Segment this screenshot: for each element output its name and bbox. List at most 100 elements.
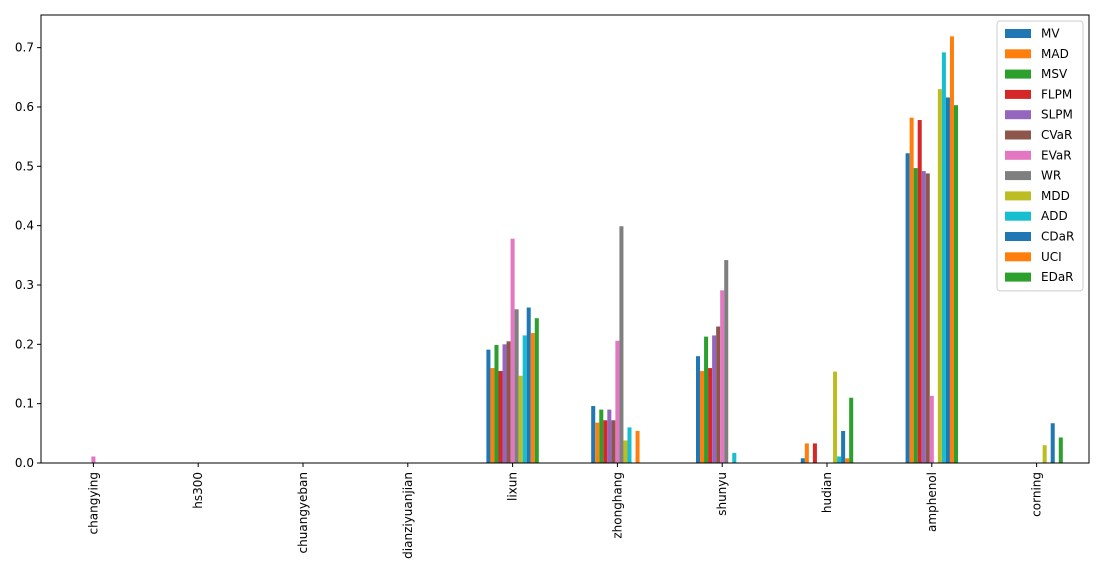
legend-swatch-uci	[1005, 252, 1031, 262]
bar-mv-hudian	[800, 458, 805, 463]
bar-uci-hudian	[845, 458, 850, 463]
bar-edar-amphenol	[953, 105, 958, 464]
bar-add-lixun	[522, 335, 527, 463]
x-tick-label: hudian	[820, 472, 834, 513]
legend-swatch-slpm	[1005, 110, 1031, 120]
x-axis: changying hs300 chuangyeban dianziyuanjian l…	[86, 463, 1044, 559]
legend-swatch-cvar	[1005, 130, 1031, 140]
bar-mad-hudian	[804, 443, 809, 463]
legend-swatch-add	[1005, 211, 1031, 221]
legend-label-add: ADD	[1041, 209, 1068, 223]
y-tick-label: 0.0	[15, 456, 34, 470]
bar-cdar-corning	[1050, 423, 1055, 463]
bar-cdar-amphenol	[945, 97, 950, 464]
legend-label-msv: MSV	[1041, 67, 1068, 81]
x-tick-label: dianziyuanjian	[401, 472, 415, 559]
bar-edar-lixun	[534, 318, 539, 463]
legend-swatch-wr	[1005, 171, 1031, 181]
bar-cvar-shunyu	[716, 326, 721, 463]
legend-label-mdd: MDD	[1041, 189, 1070, 203]
bar-wr-lixun	[514, 309, 519, 463]
bar-flpm-zhonghang	[603, 420, 608, 463]
bar-mdd-amphenol	[937, 89, 942, 464]
bar-mad-amphenol	[909, 117, 914, 464]
bar-cvar-amphenol	[925, 173, 930, 463]
bar-mad-zhonghang	[595, 422, 600, 463]
y-tick-label: 0.3	[15, 278, 34, 292]
bar-uci-zhonghang	[635, 430, 640, 463]
bar-add-shunyu	[732, 452, 737, 463]
bar-cvar-zhonghang	[611, 420, 616, 463]
bar-msv-shunyu	[704, 336, 709, 463]
bar-add-amphenol	[941, 52, 946, 463]
legend-swatch-evar	[1005, 150, 1031, 160]
bar-wr-zhonghang	[619, 226, 624, 463]
bar-wr-shunyu	[724, 260, 729, 463]
x-tick-label: chuangyeban	[296, 472, 310, 553]
y-tick-label: 0.5	[15, 159, 34, 173]
bar-uci-lixun	[530, 333, 535, 463]
bar-mdd-lixun	[518, 375, 523, 463]
legend-label-cvar: CVaR	[1041, 128, 1072, 142]
y-tick-label: 0.7	[15, 41, 34, 55]
bar-add-zhonghang	[627, 427, 632, 463]
legend-swatch-mdd	[1005, 191, 1031, 201]
bar-flpm-amphenol	[917, 120, 922, 463]
legend-label-slpm: SLPM	[1041, 108, 1073, 122]
legend-label-uci: UCI	[1041, 250, 1062, 264]
y-tick-label: 0.1	[15, 397, 34, 411]
bar-edar-hudian	[849, 397, 854, 463]
bar-flpm-lixun	[498, 371, 503, 463]
x-tick-label: shunyu	[715, 472, 729, 516]
legend-label-mv: MV	[1041, 27, 1060, 41]
bar-evar-shunyu	[720, 290, 725, 463]
legend-swatch-cdar	[1005, 232, 1031, 241]
bar-evar-amphenol	[929, 395, 934, 463]
x-tick-label: zhonghang	[610, 472, 624, 539]
y-tick-label: 0.2	[15, 337, 34, 351]
legend-label-evar: EVaR	[1041, 148, 1072, 162]
bar-cvar-lixun	[506, 341, 511, 463]
bar-mv-zhonghang	[591, 406, 596, 463]
legend: MV MAD MSV FLPM SLPM CVaR EVaR WR MDD ADD CDaR UCI E…	[996, 20, 1084, 292]
y-axis: 0.0 0.1 0.2 0.3 0.4 0.5 0.6 0.7	[15, 41, 41, 470]
legend-swatch-mv	[1005, 29, 1031, 38]
bar-edar-corning	[1058, 437, 1063, 463]
bar-evar-lixun	[510, 238, 515, 463]
legend-swatch-flpm	[1005, 89, 1031, 99]
bar-cdar-hudian	[841, 430, 846, 463]
x-tick-label: lixun	[506, 472, 520, 501]
bar-mdd-corning	[1042, 445, 1047, 463]
x-tick-label: amphenol	[925, 472, 939, 532]
legend-swatch-mad	[1005, 49, 1031, 59]
bar-mad-shunyu	[700, 371, 705, 463]
bar-msv-lixun	[494, 344, 499, 463]
legend-swatch-msv	[1005, 69, 1031, 79]
bars	[91, 36, 1063, 464]
bar-uci-amphenol	[949, 36, 954, 464]
plot-frame	[40, 14, 1090, 464]
bar-mdd-zhonghang	[623, 440, 628, 463]
legend-label-edar: EDaR	[1041, 270, 1074, 284]
bar-evar-changying	[91, 456, 96, 463]
bar-msv-zhonghang	[599, 409, 604, 463]
x-tick-label: hs300	[191, 472, 205, 509]
bar-slpm-lixun	[502, 344, 507, 463]
bar-mv-lixun	[486, 349, 491, 463]
bar-evar-zhonghang	[615, 340, 620, 463]
bar-mv-shunyu	[696, 356, 701, 463]
x-tick-label: corning	[1030, 472, 1044, 517]
y-tick-label: 0.4	[15, 219, 34, 233]
y-tick-label: 0.6	[15, 100, 34, 114]
legend-label-cdar: CDaR	[1041, 230, 1074, 244]
x-tick-label: changying	[86, 472, 100, 534]
bar-mv-amphenol	[905, 153, 910, 463]
legend-label-mad: MAD	[1041, 47, 1069, 61]
legend-label-flpm: FLPM	[1041, 87, 1072, 101]
legend-swatch-edar	[1005, 272, 1031, 282]
legend-box	[996, 20, 1084, 292]
bar-flpm-shunyu	[708, 368, 713, 463]
bar-slpm-shunyu	[712, 335, 717, 463]
bar-add-hudian	[837, 456, 842, 463]
